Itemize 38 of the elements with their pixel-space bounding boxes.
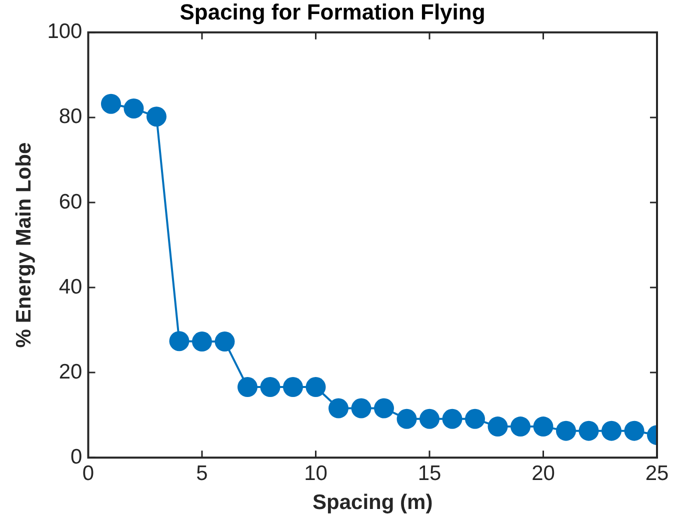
y-tick-label: 40: [58, 275, 82, 298]
y-tick-label: 20: [58, 360, 82, 384]
point: [533, 416, 554, 437]
x-tick-label: 25: [645, 462, 669, 485]
point: [374, 398, 394, 418]
point: [282, 377, 303, 398]
y-tick-label: 60: [58, 190, 82, 214]
point: [214, 332, 235, 352]
point: [146, 106, 166, 127]
x-tick-label: 5: [196, 462, 208, 485]
point: [396, 408, 417, 429]
point: [442, 408, 462, 429]
point: [100, 94, 121, 114]
point: [192, 332, 212, 352]
point: [624, 420, 644, 441]
y-tick-label: 80: [58, 105, 82, 128]
point: [556, 420, 576, 441]
point: [124, 98, 144, 119]
point: [464, 408, 485, 429]
x-tick-label: 10: [304, 462, 328, 485]
y-axis-title: % Energy Main Lobe: [12, 142, 36, 348]
x-axis-title: Spacing (m): [312, 491, 433, 514]
y-tick-label: 0: [70, 445, 82, 468]
point: [578, 420, 599, 441]
point: [419, 408, 440, 429]
point: [351, 398, 372, 418]
point: [237, 377, 258, 398]
x-tick-label: 15: [418, 462, 442, 485]
point: [602, 420, 622, 441]
point: [306, 377, 326, 398]
point: [510, 416, 530, 437]
y-tick-label: 100: [47, 20, 82, 44]
point: [169, 331, 190, 352]
point: [488, 416, 508, 437]
x-tick-label: 20: [532, 462, 555, 485]
chart-title: Spacing for Formation Flying: [180, 0, 486, 24]
point: [260, 377, 280, 398]
point: [328, 398, 348, 418]
